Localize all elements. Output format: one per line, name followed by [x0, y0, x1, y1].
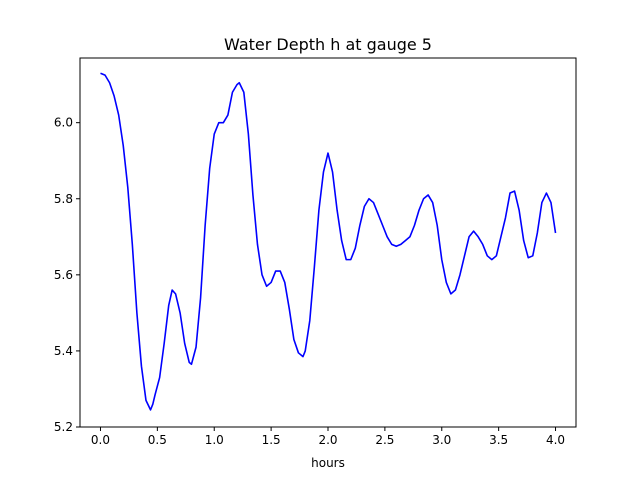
water-depth-series-line — [100, 72, 557, 411]
chart-title: Water Depth h at gauge 5 — [224, 35, 432, 54]
x-tick-label: 0.0 — [91, 433, 110, 447]
x-tick-label: 4.0 — [546, 433, 565, 447]
x-tick-label: 3.0 — [432, 433, 451, 447]
x-tick-label: 3.5 — [489, 433, 508, 447]
y-tick-label: 5.8 — [54, 192, 73, 206]
series-layer — [100, 72, 557, 411]
y-tick-label: 5.6 — [54, 268, 73, 282]
x-axis-label: hours — [311, 456, 345, 470]
x-tick-label: 1.5 — [262, 433, 281, 447]
x-tick-label: 1.0 — [205, 433, 224, 447]
x-tick-label: 0.5 — [148, 433, 167, 447]
x-axis: 0.0 0.5 1.0 1.5 2.0 2.5 3.0 3.5 4.0 — [91, 427, 565, 447]
y-tick-label: 5.2 — [54, 420, 73, 434]
x-tick-label: 2.5 — [375, 433, 394, 447]
y-tick-label: 5.4 — [54, 344, 73, 358]
y-axis: 5.2 5.4 5.6 5.8 6.0 — [54, 116, 80, 434]
x-tick-label: 2.0 — [318, 433, 337, 447]
y-tick-label: 6.0 — [54, 116, 73, 130]
